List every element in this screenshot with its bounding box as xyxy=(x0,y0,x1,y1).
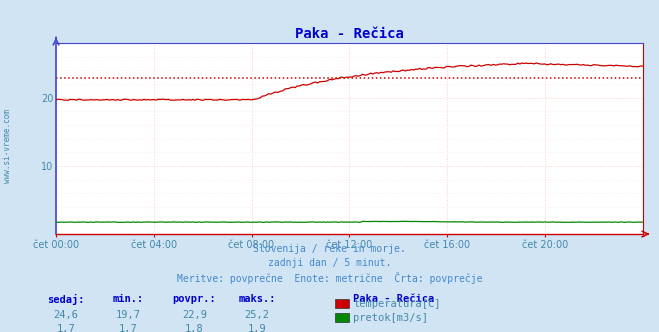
Text: www.si-vreme.com: www.si-vreme.com xyxy=(3,109,13,183)
Text: temperatura[C]: temperatura[C] xyxy=(353,299,441,309)
Text: Paka - Rečica: Paka - Rečica xyxy=(353,294,434,304)
Text: pretok[m3/s]: pretok[m3/s] xyxy=(353,313,428,323)
Text: 1,8: 1,8 xyxy=(185,324,204,332)
Text: 1,7: 1,7 xyxy=(57,324,75,332)
Text: sedaj:: sedaj: xyxy=(47,294,84,305)
Text: min.:: min.: xyxy=(113,294,144,304)
Title: Paka - Rečica: Paka - Rečica xyxy=(295,27,404,41)
Text: 25,2: 25,2 xyxy=(244,310,270,320)
Text: maks.:: maks.: xyxy=(239,294,275,304)
Text: 1,9: 1,9 xyxy=(248,324,266,332)
Text: Slovenija / reke in morje.: Slovenija / reke in morje. xyxy=(253,244,406,254)
Text: povpr.:: povpr.: xyxy=(173,294,216,304)
Text: zadnji dan / 5 minut.: zadnji dan / 5 minut. xyxy=(268,258,391,268)
Text: Meritve: povprečne  Enote: metrične  Črta: povprečje: Meritve: povprečne Enote: metrične Črta:… xyxy=(177,272,482,284)
Text: 19,7: 19,7 xyxy=(116,310,141,320)
Text: 22,9: 22,9 xyxy=(182,310,207,320)
Text: 24,6: 24,6 xyxy=(53,310,78,320)
Text: 1,7: 1,7 xyxy=(119,324,138,332)
